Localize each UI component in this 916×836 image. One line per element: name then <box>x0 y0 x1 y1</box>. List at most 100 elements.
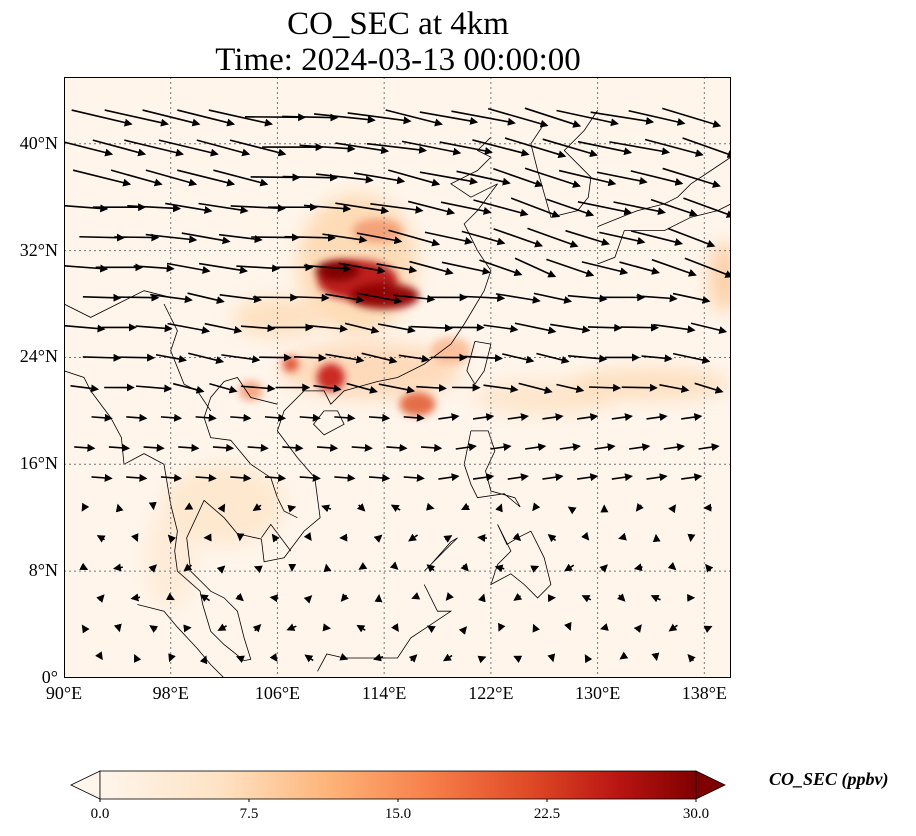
wind-arrow <box>628 109 686 126</box>
wind-arrow <box>629 443 651 452</box>
wind-arrow <box>353 172 406 185</box>
wind-arrow <box>299 413 321 422</box>
wind-arrow <box>490 443 512 452</box>
wind-arrow <box>235 592 244 602</box>
wind-arrow <box>495 503 503 513</box>
wind-arrow <box>217 503 226 513</box>
wind-arrow <box>368 413 391 422</box>
concentration-patch <box>570 368 731 401</box>
wind-arrow <box>644 138 704 157</box>
wind-arrow <box>115 503 124 513</box>
wind-arrow <box>198 202 249 214</box>
longitude-tick-label: 98°E <box>152 683 189 703</box>
wind-arrow <box>483 324 519 333</box>
wind-arrow <box>668 504 677 514</box>
wind-arrow <box>378 383 416 394</box>
wind-arrow <box>398 354 430 363</box>
wind-arrow <box>403 473 425 482</box>
wind-arrow <box>581 261 629 276</box>
wind-arrow <box>527 227 579 248</box>
wind-arrow <box>630 170 684 186</box>
wind-arrow <box>177 109 236 127</box>
wind-arrow <box>82 293 122 302</box>
wind-arrow <box>385 109 443 127</box>
wind-arrow <box>91 413 113 422</box>
wind-arrow <box>366 142 428 154</box>
wind-arrow <box>599 231 646 245</box>
wind-arrow <box>568 354 608 363</box>
wind-arrow <box>524 107 582 128</box>
wind-arrow <box>236 655 245 664</box>
wind-arrow <box>651 652 660 662</box>
wind-arrow <box>150 293 193 304</box>
wind-arrow <box>347 112 412 125</box>
wind-arrow <box>698 443 720 452</box>
wind-arrow <box>269 653 278 662</box>
map-panel <box>56 77 740 679</box>
wind-arrow <box>282 443 304 452</box>
wind-arrow <box>419 111 479 125</box>
wind-arrow <box>104 109 169 127</box>
wind-arrow <box>651 258 697 277</box>
wind-arrow <box>559 443 581 452</box>
wind-arrow <box>524 167 581 188</box>
wind-arrow <box>72 169 132 187</box>
wind-arrow <box>335 202 390 215</box>
wind-arrow <box>269 594 279 603</box>
latitude-tick-label: 16°N <box>19 453 58 474</box>
coastline-segment <box>163 303 212 412</box>
wind-arrow <box>133 264 175 273</box>
wind-arrow <box>126 473 148 482</box>
wind-arrow <box>127 204 182 213</box>
wind-arrow <box>440 201 492 215</box>
wind-arrow <box>445 592 454 601</box>
wind-arrow <box>532 502 541 512</box>
wind-arrow <box>315 173 374 184</box>
wind-arrow <box>114 233 160 242</box>
wind-arrow <box>507 473 529 482</box>
wind-arrow <box>110 169 163 187</box>
wind-arrow <box>252 503 262 512</box>
wind-arrow <box>230 413 252 422</box>
wind-arrow <box>177 169 236 187</box>
wind-arrow <box>409 260 454 276</box>
wind-arrow <box>356 292 403 305</box>
wind-arrow <box>253 565 263 574</box>
wind-arrow <box>425 502 435 511</box>
concentration-patch <box>430 336 471 365</box>
wind-arrow <box>240 324 276 333</box>
wind-vectors <box>56 107 736 665</box>
wind-arrow <box>236 264 281 273</box>
map-subtitle: Time: 2024-03-13 00:00:00 <box>215 42 581 78</box>
wind-arrow <box>183 563 193 572</box>
wind-arrow <box>79 562 89 571</box>
wind-arrow <box>96 594 105 603</box>
wind-arrow <box>558 169 617 187</box>
wind-arrow <box>703 625 713 633</box>
wind-arrow <box>56 139 114 157</box>
wind-arrow <box>264 473 287 482</box>
wind-arrow <box>184 502 194 510</box>
wind-arrow <box>178 443 200 452</box>
wind-arrow <box>252 293 299 302</box>
wind-arrow <box>472 413 495 422</box>
wind-arrow <box>662 167 721 188</box>
coastline-segment <box>463 430 521 508</box>
wind-arrow <box>133 653 142 663</box>
wind-arrow <box>204 322 243 334</box>
wind-arrow <box>590 111 655 125</box>
wind-arrow <box>158 139 219 157</box>
wind-arrow <box>512 532 522 542</box>
wind-arrow <box>662 107 722 128</box>
wind-arrow <box>286 623 297 631</box>
colorbar-tick-label: 22.5 <box>533 806 561 822</box>
wind-arrow <box>131 533 139 543</box>
wind-arrow <box>217 623 228 631</box>
wind-arrow <box>304 654 314 663</box>
wind-arrow <box>216 565 226 574</box>
wind-arrow <box>646 473 668 482</box>
wind-arrow <box>536 352 570 364</box>
wind-arrow <box>229 139 287 157</box>
wind-arrow <box>547 653 556 663</box>
wind-arrow <box>351 443 373 452</box>
